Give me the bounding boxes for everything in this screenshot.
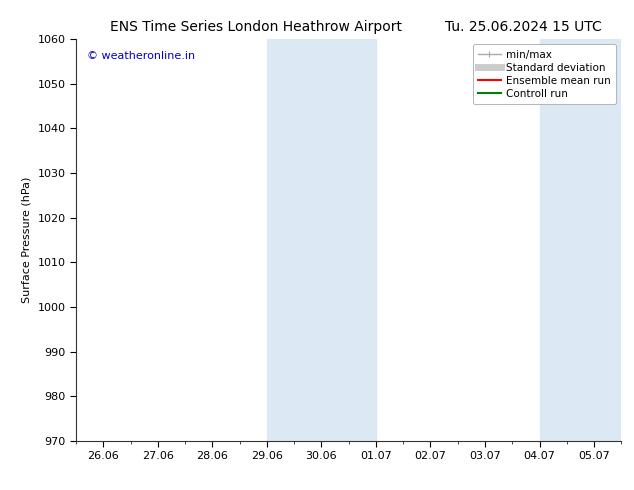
Legend: min/max, Standard deviation, Ensemble mean run, Controll run: min/max, Standard deviation, Ensemble me…: [473, 45, 616, 104]
Bar: [267, 39, 376, 441]
Text: © weatheronline.in: © weatheronline.in: [87, 51, 195, 61]
Bar: [540, 39, 621, 441]
Y-axis label: Surface Pressure (hPa): Surface Pressure (hPa): [22, 177, 32, 303]
Text: ENS Time Series London Heathrow Airport: ENS Time Series London Heathrow Airport: [110, 20, 402, 34]
Text: Tu. 25.06.2024 15 UTC: Tu. 25.06.2024 15 UTC: [445, 20, 602, 34]
